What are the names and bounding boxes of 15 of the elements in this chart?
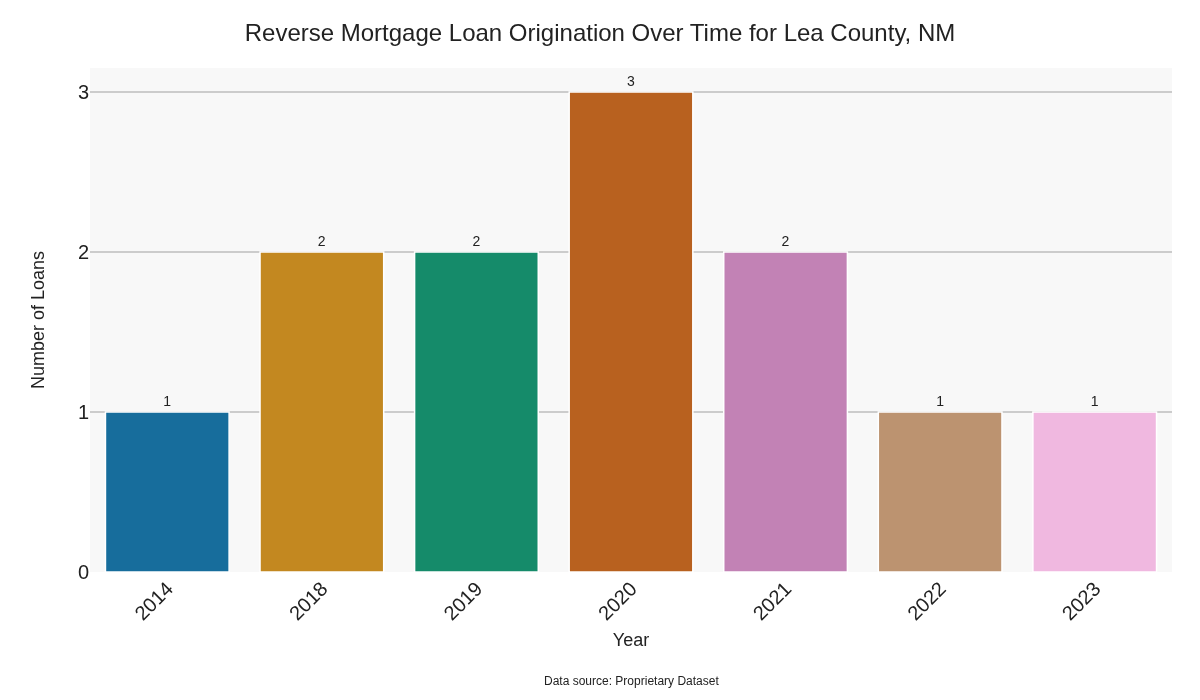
y-tick-label: 3 bbox=[77, 81, 89, 103]
chart-title: Reverse Mortgage Loan Origination Over Time for Lea County, NM bbox=[244, 19, 956, 47]
data-label: 2 bbox=[472, 233, 481, 249]
x-axis-title: Year bbox=[612, 630, 650, 651]
data-label: 2 bbox=[781, 233, 790, 249]
y-tick-label: 2 bbox=[77, 241, 89, 263]
y-tick-label: 0 bbox=[77, 561, 89, 583]
y-axis-title: Number of Loans bbox=[28, 250, 48, 390]
data-label: 1 bbox=[936, 393, 945, 409]
data-label: 3 bbox=[627, 73, 635, 89]
source-note: Data source: Proprietary Dataset bbox=[544, 674, 720, 688]
y-tick-label: 1 bbox=[77, 401, 89, 423]
data-label: 2 bbox=[317, 233, 326, 249]
data-label: 1 bbox=[1090, 393, 1099, 409]
data-label: 1 bbox=[163, 393, 172, 409]
